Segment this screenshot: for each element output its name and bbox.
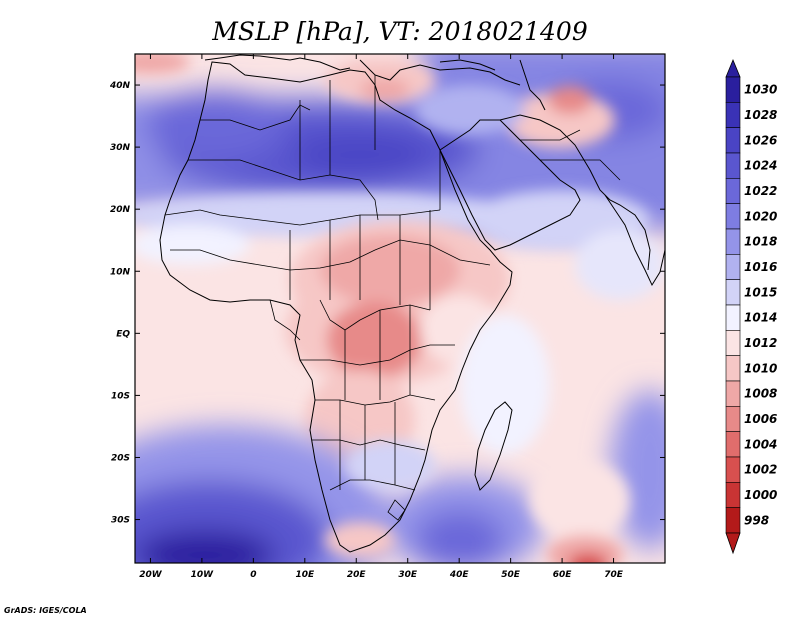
lat-tick-label: 20S [111,453,130,463]
colorbar: 1030 1028 1026 1024 1022 1020 1018 1016 1015 1014… [725,58,777,555]
india-coastline [604,194,665,287]
lon-tick-label: 30E [398,570,418,580]
colorbar-level-label: 1024 [744,159,777,173]
latitude-axis: 40N 30N 20N 10N EQ 10S 20S 30S [109,81,665,526]
colorbar-swatch [725,406,741,432]
colorbar-level-label: 1015 [744,285,777,299]
colorbar-swatch [725,380,741,407]
coastlines [159,54,665,553]
colorbar-level-label: 1014 [744,311,777,325]
colorbar-level-label: 1018 [744,235,777,249]
lon-tick-label: 20E [347,570,367,580]
lat-tick-label: EQ [116,329,130,339]
lon-tick-label: 70E [604,570,624,580]
colorbar-level-label: 1006 [744,412,777,426]
lat-tick-label: 30S [111,516,130,526]
lon-tick-label: 40E [449,570,470,580]
colorbar-level-label: 1010 [744,361,777,375]
colorbar-swatch [725,254,741,280]
colorbar-swatch [725,355,741,382]
arabia-coastline [439,119,581,251]
colorbar-level-label: 1008 [744,387,777,401]
lat-tick-label: 10S [111,391,130,401]
colorbar-level-label: 1002 [744,463,777,477]
colorbar-swatch [725,431,741,458]
low-pressure-north [135,54,615,148]
colorbar-swatch [725,507,741,534]
country-borders [164,75,621,521]
colorbar-swatch [725,102,741,128]
grads-credit: GrADS: IGES/COLA [4,606,87,615]
lat-tick-label: 20N [110,205,131,215]
colorbar-swatch [725,76,741,103]
plot-area [135,54,665,563]
colorbar-swatch [725,304,741,331]
transition-south [325,440,630,563]
plot-frame [134,53,666,564]
lat-tick-label: 30N [110,143,131,153]
colorbar-swatch [725,203,741,230]
indian-ocean-neutral [460,315,550,455]
high-pressure-south [135,390,665,563]
colorbar-level-label: 1028 [744,108,777,122]
caspian-black-sea [439,59,546,111]
colorbar-level-label: 1012 [744,336,777,350]
colorbar-bottom-arrow [725,532,741,555]
colorbar-swatch [725,330,741,356]
colorbar-level-label: 1004 [744,437,777,451]
persian-gulf-coast [499,114,651,271]
lon-tick-label: 60E [553,570,573,580]
lat-tick-label: 10N [110,267,131,277]
madagascar-coastline [474,401,513,491]
lon-tick-label: 50E [501,570,521,580]
lon-tick-label: 10E [295,570,315,580]
colorbar-swatch [725,482,741,508]
colorbar-swatch [725,178,741,204]
colorbar-level-label: 1016 [744,260,777,274]
colorbar-swatch [725,456,741,483]
mediterranean-europe [204,54,521,86]
lon-tick-label: 20W [139,570,163,580]
lon-tick-label: 0 [250,570,256,580]
longitude-axis: 20W 10W 0 10E 20E 30E 40E 50E 60E 70E [139,54,624,580]
colorbar-top-arrow [725,58,741,78]
colorbar-level-label: 1030 [744,83,777,97]
colorbar-swatch [725,279,741,306]
colorbar-level-label: 1026 [744,133,777,147]
lon-tick-label: 10W [191,570,215,580]
lat-tick-label: 40N [109,81,131,91]
colorbar-level-label: 1022 [744,184,777,198]
colorbar-level-label: 1000 [744,488,777,502]
colorbar-level-label: 998 [744,513,769,527]
africa-coastline [159,61,513,553]
colorbar-swatch [725,127,741,154]
colorbar-level-label: 1020 [744,209,777,223]
colorbar-swatch [725,152,741,179]
map-title: MSLP [hPa], VT: 2018021409 [211,17,588,46]
colorbar-swatch [725,228,741,255]
